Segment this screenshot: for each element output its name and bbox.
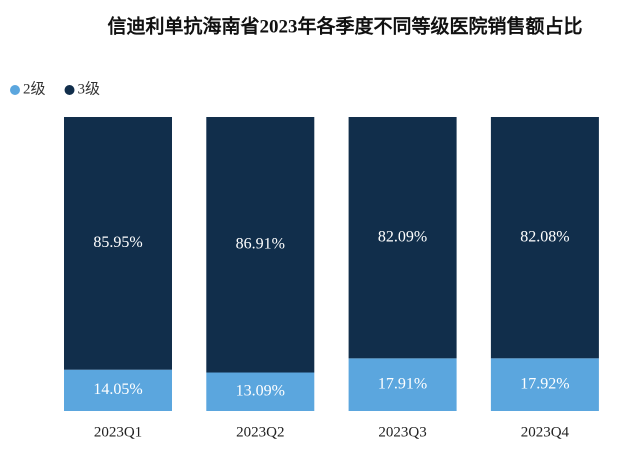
legend-label: 3级 (78, 80, 101, 97)
data-label: 85.95% (93, 234, 142, 251)
bar-segment (64, 117, 172, 370)
data-label: 14.05% (93, 381, 142, 398)
x-tick-label: 2023Q4 (521, 424, 570, 440)
bar-segment (64, 369, 172, 411)
data-label: 17.91% (378, 375, 427, 392)
bar-segment (490, 117, 599, 359)
data-label: 17.92% (520, 375, 569, 392)
bar-segment (206, 372, 315, 411)
data-label: 13.09% (236, 382, 285, 399)
bar-segment (348, 117, 457, 359)
bar-segment (490, 358, 599, 411)
bar-segment (348, 358, 457, 411)
legend-marker (10, 85, 20, 95)
x-tick-label: 2023Q1 (94, 424, 142, 440)
chart-title: 信迪利单抗海南省2023年各季度不同等级医院销售额占比 (107, 14, 582, 37)
legend-label: 2级 (23, 80, 46, 97)
x-tick-label: 2023Q2 (236, 424, 284, 440)
data-label: 82.08% (520, 228, 569, 245)
data-label: 82.09% (378, 228, 427, 245)
x-tick-label: 2023Q3 (378, 424, 426, 440)
data-label: 86.91% (236, 235, 285, 252)
legend-marker (64, 85, 75, 95)
bar-segment (206, 117, 315, 373)
